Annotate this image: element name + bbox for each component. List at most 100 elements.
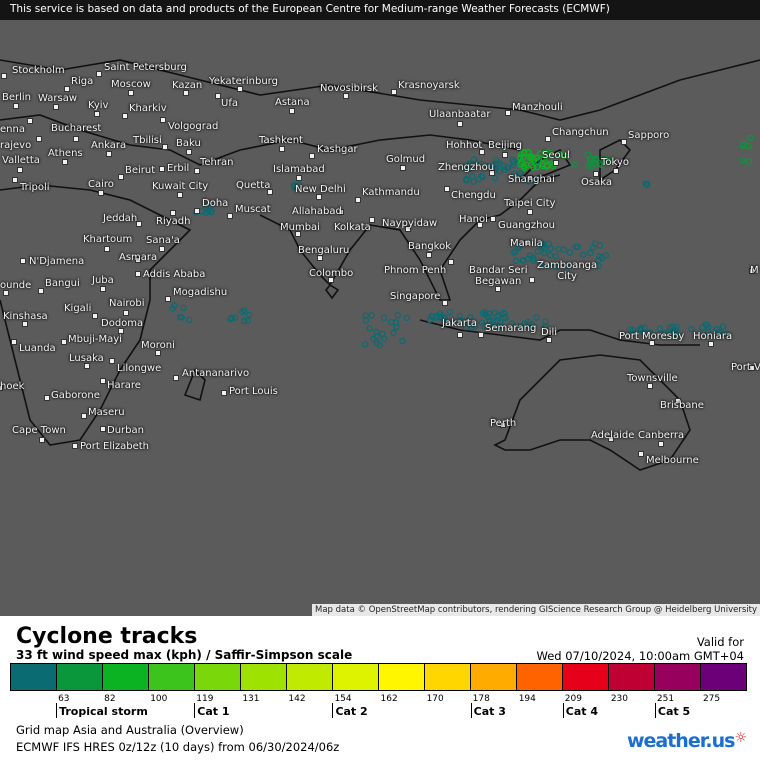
track-point xyxy=(556,150,563,158)
track-point xyxy=(495,312,502,319)
track-point xyxy=(544,149,551,156)
city-label: Townsville xyxy=(627,373,678,384)
boundary-line xyxy=(599,139,632,182)
track-point xyxy=(605,157,613,164)
track-point xyxy=(486,317,493,324)
city-label: Beirut xyxy=(125,165,156,176)
track-point xyxy=(478,173,485,180)
track-point xyxy=(462,323,470,331)
scale-tick: 178 xyxy=(472,694,490,704)
city-label: Moscow xyxy=(111,79,151,90)
city-label: Tbilisi xyxy=(133,135,162,146)
boundary-line xyxy=(0,184,192,446)
city-marker xyxy=(546,337,552,343)
track-point xyxy=(392,319,400,326)
city-label: Lilongwe xyxy=(117,363,162,374)
city-label: Riyadh xyxy=(156,216,191,227)
track-point xyxy=(602,155,609,163)
city-label: Lusaka xyxy=(69,353,104,364)
city-label: Ankara xyxy=(91,140,127,151)
city-label: Kigali xyxy=(64,303,92,314)
track-point xyxy=(553,263,560,270)
track-point xyxy=(537,261,544,268)
city-label: Shanghai xyxy=(508,174,555,185)
track-point xyxy=(379,330,386,338)
track-point xyxy=(470,156,478,163)
city-marker xyxy=(135,271,141,277)
track-point xyxy=(526,153,533,161)
city-label: Astana xyxy=(275,97,310,108)
track-point xyxy=(481,308,489,316)
track-point xyxy=(244,317,251,324)
city-marker xyxy=(3,290,9,296)
city-label: Kuwait City xyxy=(152,181,209,192)
weather-us-logo[interactable]: weather.us☼ xyxy=(626,730,747,752)
city-label: Tripoli xyxy=(20,182,50,193)
city-marker xyxy=(135,257,141,263)
city-label: Perth xyxy=(490,418,517,429)
track-point xyxy=(596,160,604,167)
city-marker xyxy=(1,73,7,79)
city-label: Athens xyxy=(48,148,83,159)
track-point xyxy=(180,304,187,312)
city-label: Zhengzhou xyxy=(438,162,495,173)
track-point xyxy=(595,262,602,269)
city-marker xyxy=(749,365,755,371)
city-marker xyxy=(177,192,183,198)
track-point xyxy=(587,249,594,257)
cyclone-map[interactable]: This service is based on data and produc… xyxy=(0,0,760,616)
city-marker xyxy=(94,111,100,117)
city-marker xyxy=(194,208,200,214)
scale-tick: 194 xyxy=(518,694,536,704)
track-point xyxy=(441,314,448,321)
scale-swatch xyxy=(701,664,746,690)
city-marker xyxy=(369,217,375,223)
track-point xyxy=(403,314,411,322)
track-point xyxy=(538,154,546,162)
track-point xyxy=(484,313,492,321)
scale-swatch xyxy=(471,664,517,690)
city-label: Manzhouli xyxy=(512,102,563,113)
track-point xyxy=(586,156,594,163)
track-point xyxy=(455,317,463,324)
city-label: Port V xyxy=(731,362,760,373)
city-marker xyxy=(128,90,134,96)
track-point xyxy=(566,249,574,256)
city-marker xyxy=(355,197,361,203)
city-marker xyxy=(316,194,322,200)
scale-swatch xyxy=(517,664,563,690)
city-marker xyxy=(289,108,295,114)
track-point xyxy=(490,317,497,324)
city-label: Osaka xyxy=(581,177,612,188)
track-point xyxy=(574,243,581,251)
city-label: Bucharest xyxy=(51,123,102,134)
ecmwf-notice: This service is based on data and produc… xyxy=(0,0,760,20)
city-label: Baku xyxy=(176,138,201,149)
boundary-line xyxy=(259,174,561,301)
legend-panel: Cyclone tracks 33 ft wind speed max (kph… xyxy=(0,616,760,760)
track-point xyxy=(492,156,500,164)
logo-text: weather.us xyxy=(626,730,735,752)
city-marker xyxy=(593,171,599,177)
city-marker xyxy=(227,213,233,219)
city-label: Tashkent xyxy=(259,135,303,146)
track-point xyxy=(469,173,476,180)
city-label: Seoul xyxy=(542,150,570,161)
track-point xyxy=(530,154,537,161)
scale-swatch xyxy=(149,664,195,690)
city-label: Stockholm xyxy=(12,65,65,76)
scale-swatch xyxy=(333,664,379,690)
city-label: Cairo xyxy=(88,179,114,190)
track-point xyxy=(387,318,395,326)
city-label: Kathmandu xyxy=(362,187,420,198)
city-label: Bengaluru xyxy=(298,245,350,256)
city-label: Port Moresby xyxy=(619,331,685,342)
city-label: Hanoi xyxy=(459,214,488,225)
city-label: Mbuji-Mayi xyxy=(68,334,122,345)
city-label: Durban xyxy=(107,425,144,436)
track-point xyxy=(205,207,212,214)
track-point xyxy=(393,323,400,331)
city-label: Brisbane xyxy=(660,400,704,411)
track-point xyxy=(542,318,549,325)
map-attribution[interactable]: Map data © OpenStreetMap contributors, r… xyxy=(312,604,760,616)
